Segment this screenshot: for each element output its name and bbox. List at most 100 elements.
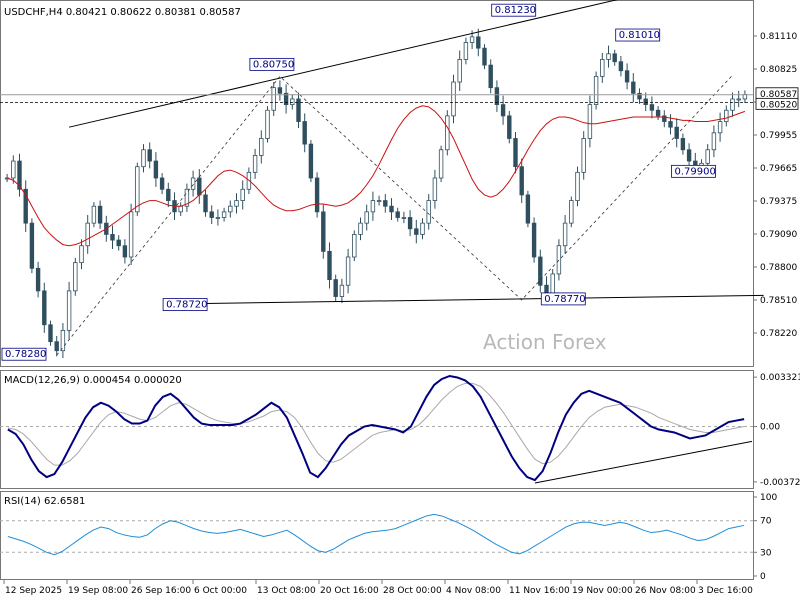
candle-body bbox=[488, 64, 493, 89]
candle-body bbox=[420, 222, 425, 235]
candle-body bbox=[314, 177, 320, 213]
candle-body bbox=[79, 245, 84, 264]
candle-body bbox=[569, 200, 574, 224]
candle-body bbox=[358, 222, 363, 235]
price-axis-label: 0.78510 bbox=[760, 296, 797, 306]
candle-body bbox=[166, 188, 171, 201]
candle-body bbox=[469, 36, 475, 43]
candle-body bbox=[97, 205, 103, 224]
candle-body bbox=[494, 87, 500, 106]
price-axis-label: 0.79090 bbox=[760, 230, 797, 240]
price-axis-label: 0.81110 bbox=[760, 32, 797, 42]
candle-body bbox=[513, 138, 518, 168]
candle-body bbox=[637, 92, 642, 100]
candle-body bbox=[221, 211, 227, 218]
candle-body bbox=[240, 188, 245, 201]
price-panel-frame bbox=[0, 0, 754, 367]
candle-body bbox=[507, 115, 512, 139]
rsi-panel-frame bbox=[0, 491, 754, 580]
swing-annotation-label: 0.78770 bbox=[544, 294, 585, 305]
candle-body bbox=[370, 200, 376, 213]
level-price-label: 0.80520 bbox=[760, 100, 797, 110]
macd-panel bbox=[0, 374, 753, 484]
time-axis-label: 19 Nov 00:00 bbox=[572, 586, 633, 596]
candle-body bbox=[23, 188, 28, 224]
candle-body bbox=[11, 160, 16, 179]
candle-body bbox=[736, 98, 741, 101]
candle-body bbox=[345, 256, 351, 286]
candle-body bbox=[457, 59, 462, 83]
candle-body bbox=[277, 87, 283, 94]
candle-body bbox=[327, 250, 332, 280]
time-axis-label: 20 Oct 16:00 bbox=[320, 586, 379, 596]
time-axis-label: 28 Oct 00:00 bbox=[383, 586, 442, 596]
candle-body bbox=[91, 205, 97, 224]
candle-body bbox=[376, 200, 382, 202]
swing-annotation-box bbox=[491, 3, 537, 17]
swing-annotation-label: 0.79900 bbox=[675, 166, 716, 177]
price-axis-label: 0.79665 bbox=[760, 164, 797, 174]
swing-annotation-box bbox=[1, 347, 47, 361]
candle-body bbox=[500, 104, 506, 117]
candle-body bbox=[35, 267, 41, 292]
swing-annotation-label: 0.80750 bbox=[253, 59, 294, 70]
candle-body bbox=[66, 290, 72, 331]
candle-body bbox=[302, 121, 307, 145]
support-trendline bbox=[180, 294, 764, 305]
candle-body bbox=[525, 194, 531, 224]
candle-body bbox=[190, 177, 196, 190]
candle-body bbox=[252, 155, 258, 173]
swing-annotation-label: 0.78720 bbox=[166, 300, 207, 311]
rsi-axis-label: 70 bbox=[760, 517, 772, 527]
candle-body bbox=[538, 256, 543, 286]
candle-body bbox=[259, 138, 264, 156]
swing-annotation-box bbox=[162, 298, 208, 311]
time-axis-label: 26 Sep 16:00 bbox=[131, 586, 191, 596]
macd-main-line bbox=[7, 374, 745, 482]
candle-body bbox=[655, 109, 661, 117]
candle-body bbox=[407, 217, 413, 230]
rsi-label: RSI(14) 62.6581 bbox=[4, 496, 85, 507]
time-axis-label: 6 Oct 00:00 bbox=[194, 586, 247, 596]
candle-body bbox=[141, 149, 146, 168]
candle-body bbox=[686, 149, 692, 162]
candle-body bbox=[668, 121, 673, 128]
candle-body bbox=[215, 217, 221, 219]
macd-divergence-trendline bbox=[534, 440, 753, 484]
time-axis-label: 11 Nov 16:00 bbox=[509, 586, 570, 596]
candle-body bbox=[556, 245, 562, 275]
candle-body bbox=[624, 70, 630, 83]
candle-body bbox=[209, 211, 214, 218]
candle-body bbox=[48, 324, 53, 343]
price-panel: 0.78280 0.80750 0.78720 0.81230 0.78770 0.810… bbox=[0, 0, 764, 361]
macd-axis-label: -0.003723 bbox=[760, 478, 800, 488]
symbol-header: USDCHF,H4 0.80421 0.80622 0.80381 0.8058… bbox=[4, 7, 241, 18]
candle-body bbox=[122, 245, 128, 258]
swing-annotation-box bbox=[540, 292, 586, 306]
candle-body bbox=[395, 211, 400, 218]
candle-body bbox=[116, 239, 121, 247]
candle-body bbox=[705, 149, 710, 164]
candle-body bbox=[649, 104, 655, 111]
candle-body bbox=[60, 329, 66, 352]
macd-panel-frame bbox=[0, 370, 754, 489]
candle-body bbox=[147, 149, 152, 162]
macd-axis-label: 0.00 bbox=[760, 423, 780, 433]
time-axis-label: 4 Nov 08:00 bbox=[446, 586, 501, 596]
candle-body bbox=[401, 217, 407, 219]
candle-body bbox=[73, 262, 78, 292]
candle-body bbox=[178, 205, 183, 213]
candle-body bbox=[54, 341, 59, 352]
swing-annotation-label: 0.81010 bbox=[619, 30, 660, 41]
candle-body bbox=[339, 284, 345, 297]
candle-body bbox=[600, 59, 605, 77]
candle-body bbox=[352, 234, 357, 258]
time-axis-label: 26 Nov 08:00 bbox=[635, 586, 696, 596]
time-axis-label: 12 Sep 2025 bbox=[5, 586, 62, 596]
rsi-line bbox=[7, 513, 745, 556]
swing-annotation-label: 0.78280 bbox=[5, 349, 46, 360]
candle-body bbox=[29, 222, 35, 269]
rsi-panel bbox=[0, 513, 753, 556]
